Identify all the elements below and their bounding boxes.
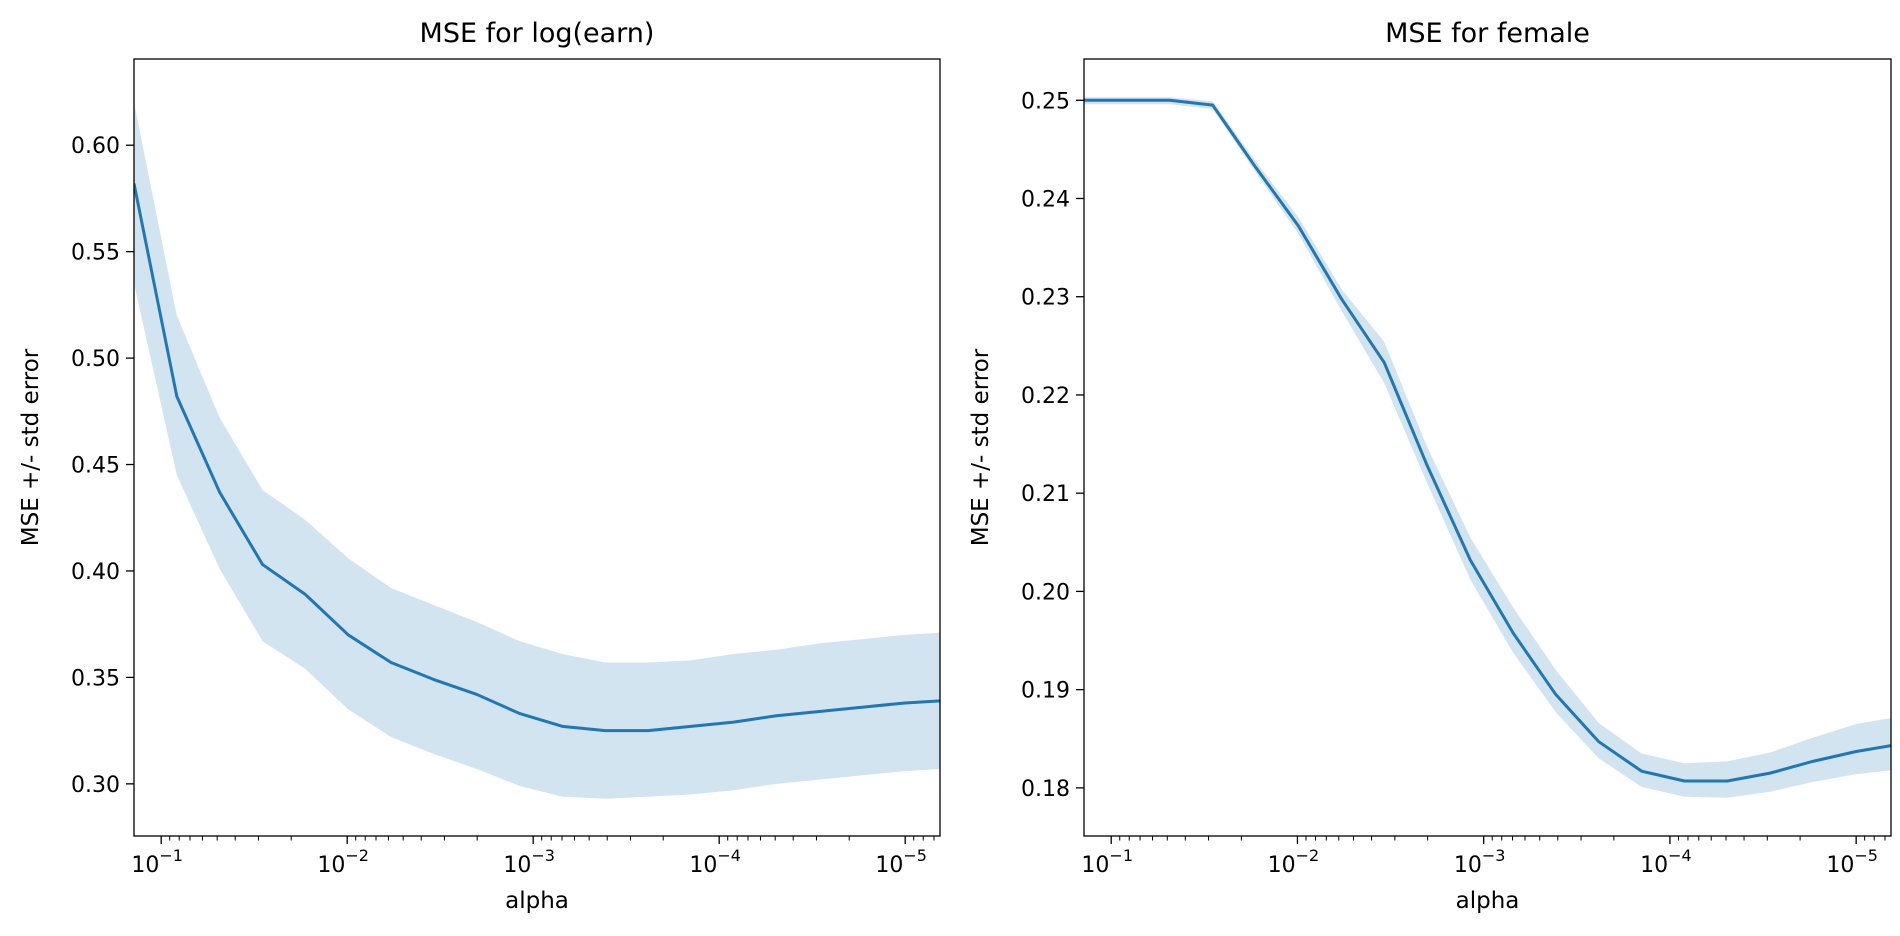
y-tick-label: 0.22 <box>1021 384 1070 409</box>
x-tick-label: 10−1 <box>1081 846 1133 878</box>
y-tick-label: 0.21 <box>1021 482 1070 507</box>
chart-title-female: MSE for female <box>1385 18 1590 49</box>
y-axis-label-log-earn: MSE +/- std error <box>18 348 44 546</box>
chart-title-log-earn: MSE for log(earn) <box>420 18 655 49</box>
chart-mse-female: 10−1 10−2 10−3 10−4 10−5 0.18 0.19 0.20 0.21 0.2… <box>968 18 1892 914</box>
y-tick-label: 0.20 <box>1021 580 1070 605</box>
y-tick-label: 0.45 <box>71 454 120 479</box>
y-axis-label-female: MSE +/- std error <box>968 348 994 546</box>
y-tick-label: 0.24 <box>1021 187 1070 212</box>
x-tick-label: 10−2 <box>1268 846 1320 878</box>
x-tick-label: 10−2 <box>317 846 369 878</box>
chart-mse-log-earn: 10−1 10−2 10−3 10−4 10−5 0.30 0.35 0.40 0.45 0.5… <box>18 18 941 914</box>
y-tick-label: 0.40 <box>71 560 120 585</box>
y-tick-label: 0.25 <box>1021 89 1070 114</box>
plot-area-female <box>1084 59 1891 836</box>
y-tick-label: 0.18 <box>1021 777 1070 802</box>
mse-line-female <box>1084 98 1891 783</box>
y-tick-label: 0.60 <box>71 134 120 159</box>
x-axis-label-log-earn: alpha <box>505 888 569 914</box>
x-tick-label: 10−1 <box>131 846 183 878</box>
x-tick-label: 10−5 <box>1826 846 1878 878</box>
x-tick-label: 10−4 <box>689 846 741 878</box>
x-tick-label: 10−3 <box>503 846 555 878</box>
x-axis-label-female: alpha <box>1456 888 1520 914</box>
y-tick-label: 0.19 <box>1021 679 1070 704</box>
y-tick-label: 0.23 <box>1021 286 1070 311</box>
y-tick-label: 0.30 <box>71 773 120 798</box>
plot-area-log-earn <box>134 59 940 836</box>
axes-frame-log-earn <box>133 58 941 837</box>
axes-frame-female <box>1083 58 1892 837</box>
mse-line-log-earn <box>134 183 940 733</box>
y-tick-label: 0.55 <box>71 241 120 266</box>
x-tick-label: 10−3 <box>1454 846 1506 878</box>
y-tick-label: 0.50 <box>71 347 120 372</box>
x-tick-label: 10−4 <box>1640 846 1692 878</box>
y-tick-label: 0.35 <box>71 666 120 691</box>
x-tick-label: 10−5 <box>875 846 927 878</box>
